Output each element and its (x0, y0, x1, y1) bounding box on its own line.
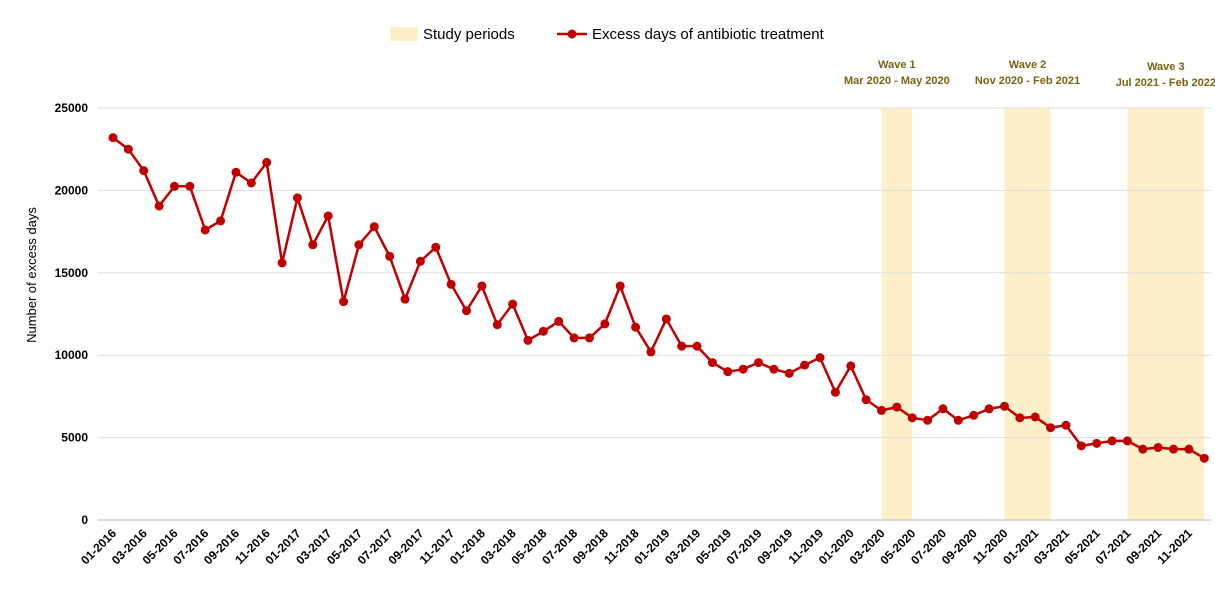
legend-marker (567, 29, 577, 39)
wave-period: Jul 2021 - Feb 2022 (1116, 77, 1215, 89)
data-point (431, 242, 441, 252)
data-point (769, 364, 779, 374)
study-period-band (1004, 108, 1051, 520)
wave-title: Wave 1 (878, 59, 916, 71)
data-point (538, 326, 548, 336)
data-point (907, 413, 917, 423)
data-point (677, 341, 687, 351)
y-tick-label: 25000 (55, 101, 89, 115)
data-point (1092, 438, 1102, 448)
wave-period: Mar 2020 - May 2020 (844, 75, 950, 87)
data-point (984, 404, 994, 414)
data-point (231, 167, 241, 177)
data-point (846, 361, 856, 371)
wave-title: Wave 2 (1009, 59, 1047, 71)
data-point (754, 358, 764, 368)
data-point (892, 402, 902, 412)
study-period-band (1127, 108, 1205, 520)
data-point (661, 314, 671, 324)
data-point (308, 240, 318, 250)
data-point (738, 364, 748, 374)
data-point (1061, 420, 1071, 430)
data-point (600, 319, 610, 329)
data-point (292, 193, 302, 203)
data-point (784, 368, 794, 378)
data-point (492, 320, 502, 330)
y-tick-label: 20000 (55, 183, 89, 197)
data-point (246, 178, 256, 188)
y-tick-label: 15000 (55, 266, 89, 280)
data-point (354, 240, 364, 250)
data-point (323, 211, 333, 221)
data-point (216, 216, 226, 226)
data-point (554, 316, 564, 326)
data-point (1076, 441, 1086, 451)
data-point (415, 256, 425, 266)
data-point (1030, 412, 1040, 422)
data-point (385, 251, 395, 261)
data-point (400, 294, 410, 304)
data-point (1015, 413, 1025, 423)
data-point (584, 333, 594, 343)
data-point (1138, 444, 1148, 454)
data-point (815, 353, 825, 363)
data-point (277, 258, 287, 268)
legend-label: Excess days of antibiotic treatment (592, 26, 825, 43)
data-point (877, 405, 886, 415)
data-point (508, 299, 518, 309)
data-point (923, 415, 933, 425)
y-axis-label: Number of excess days (24, 207, 39, 343)
data-point (123, 144, 133, 154)
data-point (154, 201, 164, 211)
data-point (523, 335, 533, 345)
data-point (139, 166, 149, 176)
data-point (185, 181, 195, 191)
data-point (938, 404, 948, 414)
data-point (800, 360, 810, 370)
data-point (1184, 444, 1194, 454)
data-point (953, 415, 963, 425)
data-point (169, 181, 179, 191)
legend-swatch (390, 27, 418, 41)
y-tick-label: 0 (81, 513, 88, 527)
legend-label: Study periods (423, 26, 515, 43)
data-point (1122, 436, 1132, 446)
wave-title: Wave 3 (1147, 61, 1185, 73)
data-point (999, 401, 1009, 411)
data-point (339, 297, 349, 307)
data-point (1153, 442, 1163, 452)
data-point (1169, 444, 1179, 454)
data-point (446, 279, 456, 289)
data-point (262, 157, 272, 167)
wave-period: Nov 2020 - Feb 2021 (975, 75, 1080, 87)
data-point (969, 410, 979, 420)
data-point (1046, 423, 1056, 433)
data-point (200, 225, 210, 235)
study-period-band (881, 108, 913, 520)
y-tick-label: 10000 (55, 348, 89, 362)
data-point (707, 358, 717, 368)
data-point (1199, 453, 1209, 463)
data-point (692, 341, 702, 351)
data-point (615, 281, 625, 291)
data-point (646, 347, 656, 357)
y-tick-label: 5000 (61, 431, 88, 445)
data-point (631, 322, 641, 332)
data-point (569, 333, 579, 343)
data-point (723, 367, 733, 377)
x-tick-label: 11-2021 (1154, 526, 1195, 567)
data-point (1107, 436, 1117, 446)
data-point (861, 395, 871, 405)
data-point (108, 133, 118, 143)
data-point (462, 306, 472, 316)
data-point (477, 281, 487, 291)
data-point (369, 222, 379, 232)
data-point (830, 387, 840, 397)
